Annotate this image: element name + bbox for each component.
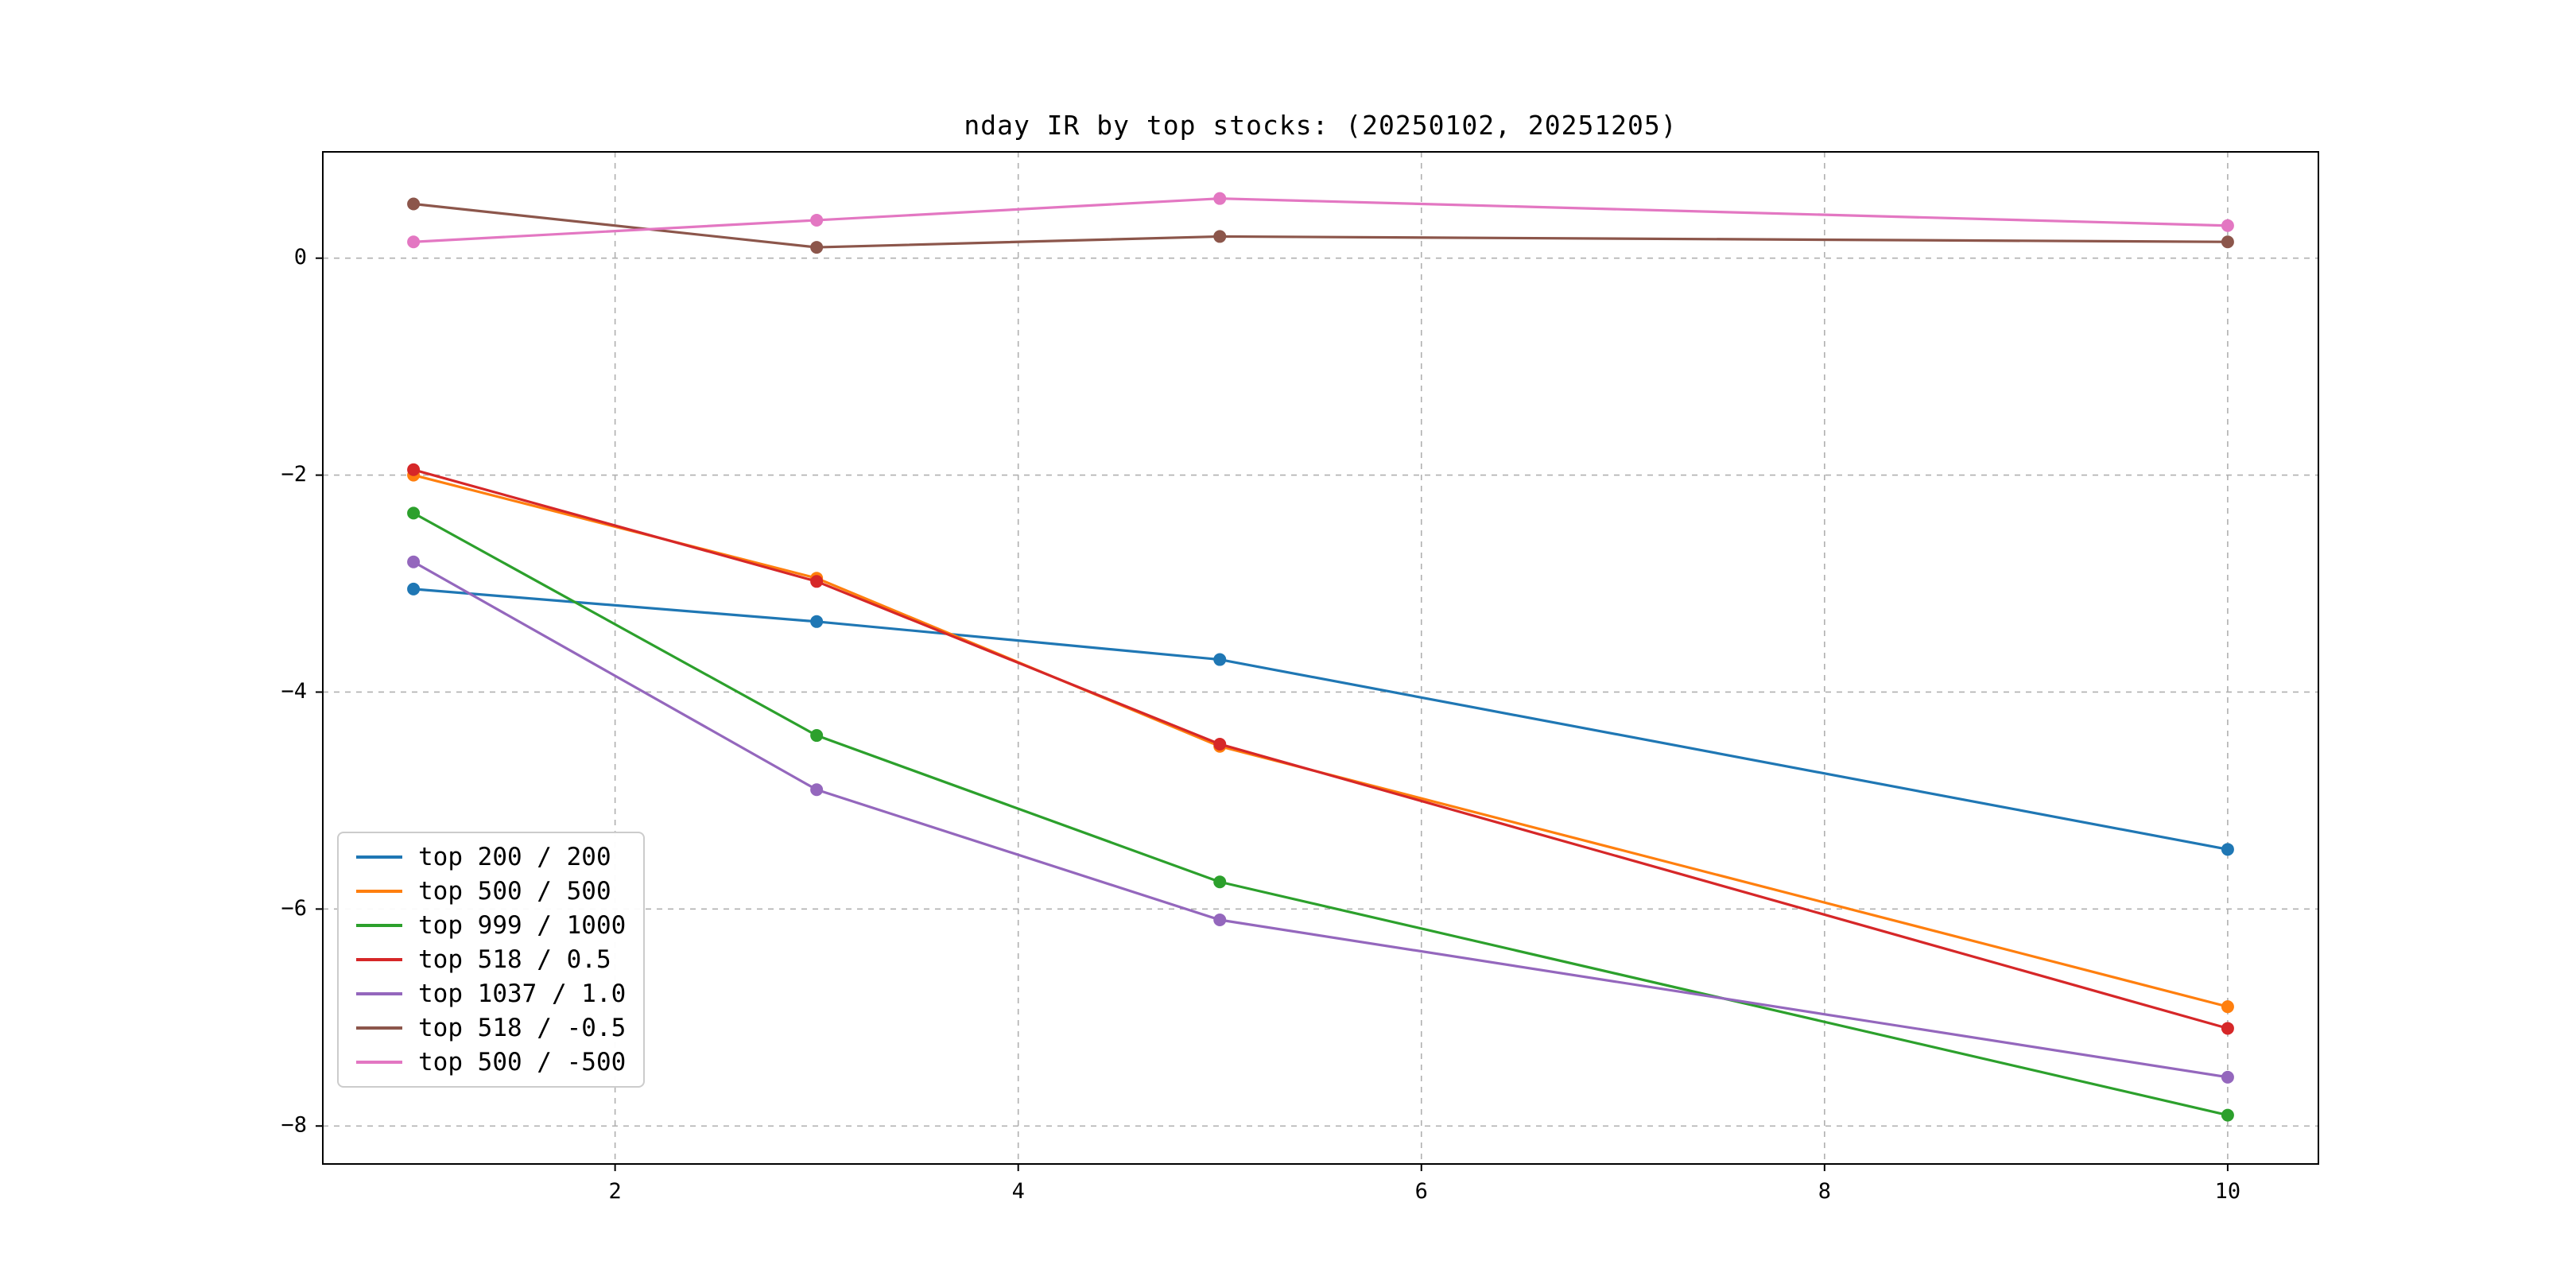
legend-item: top 518 / -0.5 [356, 1014, 626, 1042]
series-line [412, 588, 2229, 851]
series-line [412, 561, 2229, 1079]
series-line [412, 468, 2229, 1030]
series-marker [407, 506, 421, 520]
series-marker [407, 555, 421, 568]
x-tick-label: 8 [1818, 1179, 1831, 1204]
series-marker [810, 615, 824, 628]
series-marker [1213, 875, 1227, 889]
legend-label: top 518 / -0.5 [418, 1014, 627, 1042]
series-marker [1213, 914, 1227, 927]
legend-line-swatch [356, 890, 402, 893]
series-marker [407, 235, 421, 249]
series-marker [1213, 192, 1227, 205]
series-marker [2221, 219, 2234, 232]
legend-line-swatch [356, 1026, 402, 1030]
series-line [412, 511, 2229, 1117]
series-marker [2221, 235, 2234, 249]
legend-line-swatch [356, 992, 402, 995]
legend-label: top 999 / 1000 [418, 911, 627, 940]
chart-title: nday IR by top stocks: (20250102, 202512… [964, 110, 1678, 141]
legend-line-swatch [356, 855, 402, 859]
legend-line-swatch [356, 924, 402, 927]
legend-label: top 1037 / 1.0 [418, 980, 627, 1008]
y-tick-label: −2 [281, 462, 307, 487]
x-tick-label: 4 [1012, 1179, 1025, 1204]
x-tick-label: 2 [608, 1179, 621, 1204]
series-line [412, 202, 2229, 249]
series-marker [810, 213, 824, 227]
series-marker [810, 783, 824, 797]
series-marker [1213, 230, 1227, 243]
series-line [412, 473, 2229, 1008]
legend-item: top 1037 / 1.0 [356, 980, 626, 1008]
legend-line-swatch [356, 1061, 402, 1064]
legend-label: top 200 / 200 [418, 843, 611, 871]
series-marker [2221, 1022, 2234, 1035]
series-marker [407, 463, 421, 476]
series-marker [810, 729, 824, 743]
series-marker [2221, 1070, 2234, 1084]
legend-label: top 500 / -500 [418, 1048, 627, 1077]
legend: top 200 / 200 top 500 / 500 top 999 / 1000… [337, 832, 646, 1088]
axes-box [322, 151, 2319, 1165]
series-marker [810, 241, 824, 254]
y-tick-label: −8 [281, 1113, 307, 1138]
series-marker [1213, 737, 1227, 751]
legend-label: top 500 / 500 [418, 877, 611, 906]
legend-item: top 500 / 500 [356, 877, 626, 906]
series-marker [407, 582, 421, 596]
series-line [412, 197, 2229, 243]
legend-item: top 500 / -500 [356, 1048, 626, 1077]
y-tick-label: 0 [294, 245, 307, 270]
series-marker [407, 197, 421, 211]
series-marker [2221, 1000, 2234, 1014]
series-marker [810, 575, 824, 588]
legend-item: top 999 / 1000 [356, 911, 626, 940]
series-marker [2221, 1108, 2234, 1122]
x-tick-label: 6 [1415, 1179, 1428, 1204]
series-marker [2221, 843, 2234, 856]
series-marker [1213, 653, 1227, 666]
y-tick-label: −4 [281, 679, 307, 704]
x-tick-label: 10 [2215, 1179, 2241, 1204]
legend-label: top 518 / 0.5 [418, 945, 611, 974]
legend-item: top 200 / 200 [356, 843, 626, 871]
legend-line-swatch [356, 958, 402, 961]
y-tick-label: −6 [281, 896, 307, 921]
legend-item: top 518 / 0.5 [356, 945, 626, 974]
